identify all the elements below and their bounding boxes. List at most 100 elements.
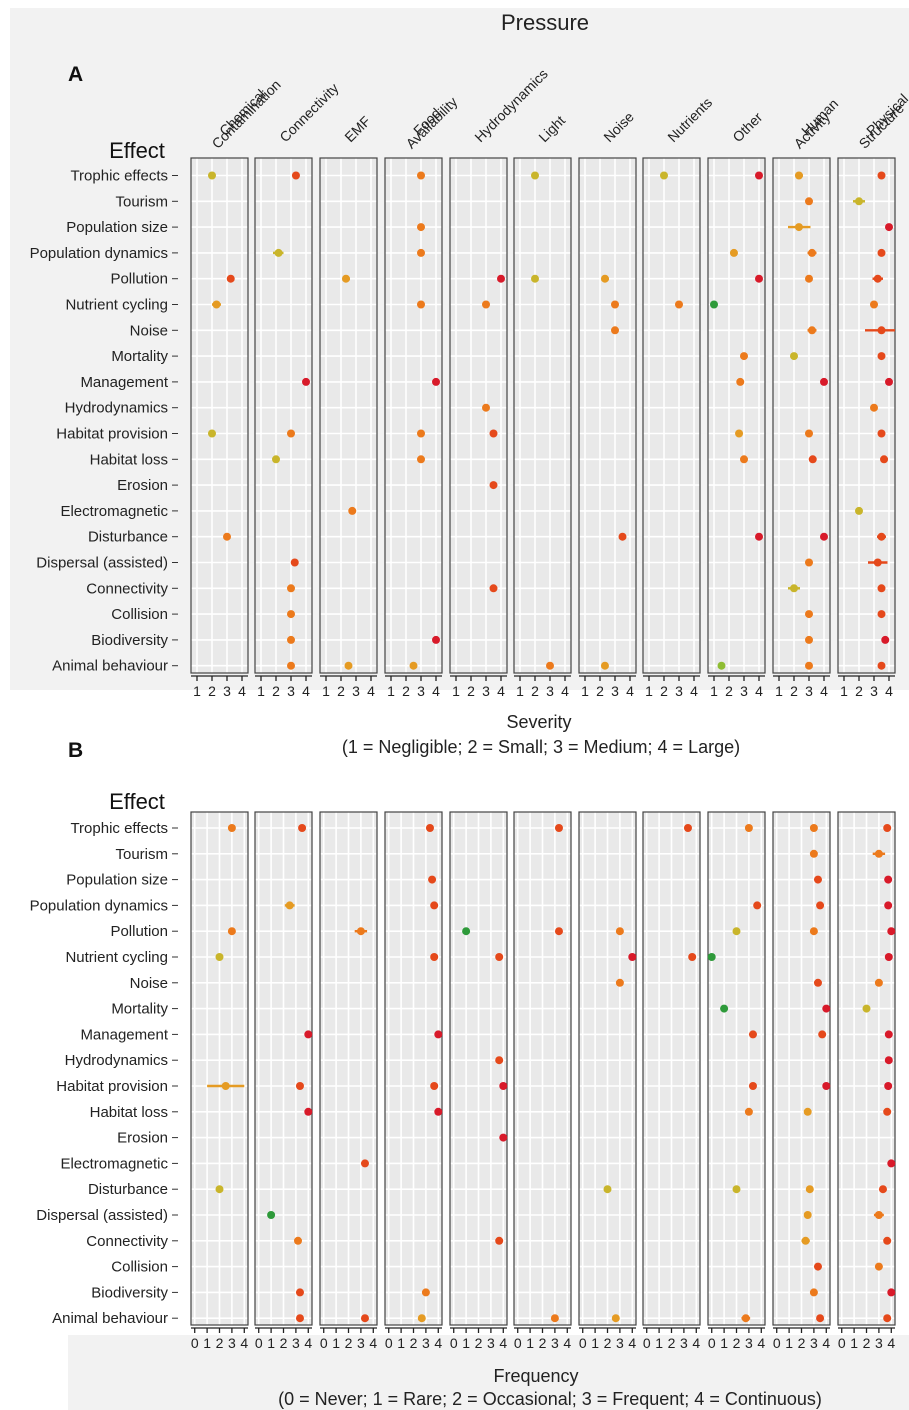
- data-point: [707, 953, 716, 961]
- effect-label-collision: Collision: [111, 606, 168, 623]
- data-point: [688, 953, 697, 961]
- point-connectivity-animal-behaviour: [295, 1314, 304, 1323]
- data-point: [877, 532, 886, 541]
- effect-label-hydrodynamics: Hydrodynamics: [65, 1052, 168, 1069]
- data-point: [808, 455, 817, 464]
- data-point: [813, 1262, 822, 1271]
- point-physical-structure-pollution: [887, 927, 896, 936]
- point-physical-structure-dispersal-assisted: [873, 1211, 884, 1219]
- data-point: [344, 661, 353, 670]
- effect-label-mortality: Mortality: [111, 348, 168, 365]
- x-tick-label: 3: [292, 1335, 300, 1351]
- x-tick-label: 0: [773, 1335, 781, 1351]
- point-human-activity-dispersal-assisted: [803, 1211, 812, 1219]
- point-other-habitat-provision: [748, 1082, 757, 1090]
- point-emf-animal-behaviour: [344, 661, 353, 670]
- data-point: [877, 661, 886, 670]
- facet-header-other: Other: [729, 109, 765, 145]
- data-point: [489, 429, 498, 438]
- point-other-trophic-effects: [755, 171, 763, 180]
- point-chemical-contamination-nutrient-cycling: [215, 953, 224, 961]
- point-physical-structure-management: [884, 1030, 893, 1039]
- data-point: [291, 171, 300, 180]
- x-tick-label: 4: [238, 683, 246, 699]
- facet-frame: [190, 811, 249, 1326]
- point-connectivity-connectivity: [293, 1236, 302, 1245]
- facet-frame: [319, 811, 378, 1326]
- point-food-availability-management: [434, 1030, 443, 1039]
- data-point: [489, 584, 498, 593]
- point-human-activity-mortality: [822, 1004, 831, 1013]
- point-connectivity-habitat-loss: [272, 455, 280, 464]
- data-point: [885, 377, 893, 386]
- x-tick-label: 2: [531, 683, 539, 699]
- x-tick-label: 3: [810, 1335, 818, 1351]
- data-point: [600, 274, 609, 283]
- x-tick-label: 3: [422, 1335, 430, 1351]
- point-light-pollution: [554, 927, 563, 936]
- data-point: [887, 1288, 896, 1297]
- facet-background: [838, 158, 895, 673]
- x-tick-label: 2: [660, 683, 668, 699]
- point-hydrodynamics-connectivity: [489, 584, 498, 593]
- data-point: [293, 1236, 302, 1245]
- data-point: [611, 300, 619, 309]
- x-tick-label: 3: [680, 1335, 688, 1351]
- point-connectivity-dispersal-assisted: [267, 1211, 276, 1219]
- x-tick-label: 3: [357, 1335, 365, 1351]
- effect-label-animal-behaviour: Animal behaviour: [52, 1310, 168, 1327]
- point-other-population-dynamics: [753, 901, 762, 910]
- facet-frame: [449, 811, 508, 1326]
- point-other-nutrient-cycling: [707, 953, 716, 961]
- point-emf-pollution: [354, 927, 368, 936]
- effect-label-trophic-effects: Trophic effects: [70, 168, 168, 185]
- data-point: [434, 1107, 443, 1116]
- effect-label-mortality: Mortality: [111, 1001, 168, 1018]
- effect-label-nutrient-cycling: Nutrient cycling: [65, 949, 168, 966]
- data-point: [748, 1030, 757, 1039]
- data-point: [550, 1314, 559, 1323]
- point-emf-animal-behaviour: [360, 1314, 369, 1323]
- facet-frame: [513, 157, 572, 674]
- data-point: [417, 300, 425, 309]
- data-point: [227, 824, 236, 832]
- point-physical-structure-trophic-effects: [883, 824, 892, 832]
- point-chemical-contamination-trophic-effects: [208, 171, 216, 180]
- point-hydrodynamics-pollution: [497, 274, 505, 283]
- data-point: [877, 352, 886, 361]
- point-human-activity-population-size: [813, 875, 822, 884]
- data-point: [495, 1236, 504, 1245]
- data-point: [884, 875, 893, 884]
- x-tick-label: 1: [452, 683, 460, 699]
- x-tick-label: 4: [563, 1335, 571, 1351]
- point-physical-structure-nutrient-cycling: [884, 953, 893, 961]
- facet-frame: [772, 811, 831, 1326]
- point-nutrients-trophic-effects: [683, 824, 692, 832]
- point-human-activity-collision: [805, 610, 813, 619]
- x-tick-label: 2: [790, 683, 798, 699]
- point-other-trophic-effects: [744, 824, 753, 832]
- point-physical-structure-connectivity: [883, 1236, 892, 1245]
- x-tick-label: 1: [591, 1335, 599, 1351]
- point-food-availability-trophic-effects: [425, 824, 434, 832]
- point-hydrodynamics-nutrient-cycling: [482, 300, 490, 309]
- x-tick-label: 3: [487, 1335, 495, 1351]
- point-physical-structure-animal-behaviour: [883, 1314, 892, 1323]
- point-chemical-contamination-pollution: [227, 927, 236, 936]
- data-point: [611, 1314, 620, 1323]
- data-point: [221, 1082, 230, 1090]
- data-point: [805, 635, 813, 644]
- facet-header-light: Light: [535, 112, 568, 145]
- point-connectivity-habitat-loss: [304, 1107, 313, 1116]
- x-tick-label: 4: [497, 683, 505, 699]
- x-tick-label: 3: [870, 683, 878, 699]
- data-point: [755, 532, 763, 541]
- effect-label-noise: Noise: [130, 322, 168, 339]
- panel-a-effect-label: Effect: [109, 138, 165, 163]
- data-point: [287, 635, 295, 644]
- data-point: [874, 978, 883, 987]
- point-noise-nutrient-cycling: [628, 953, 637, 961]
